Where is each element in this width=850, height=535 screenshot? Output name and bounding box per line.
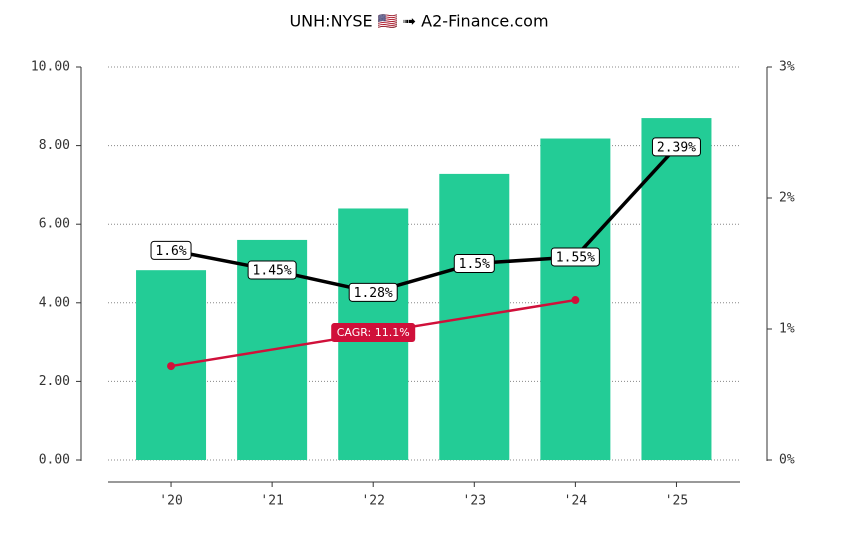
x-tick-label: '21 — [260, 494, 283, 509]
value-label-box — [348, 282, 398, 302]
y-tick-label: 4.00 — [39, 295, 70, 310]
cagr-label-box — [331, 323, 416, 343]
bar — [641, 118, 712, 460]
value-label: 1.5% — [459, 257, 490, 272]
y-tick-label: 8.00 — [39, 138, 70, 153]
chart-title: UNH:NYSE 🇺🇸 ➟ A2-Finance.com — [289, 12, 548, 31]
value-label-box — [550, 247, 600, 267]
value-label-box — [247, 260, 297, 280]
y2-tick-label: 2% — [779, 191, 795, 206]
x-tick-label: '23 — [463, 494, 486, 509]
y2-tick-label: 1% — [779, 322, 795, 337]
value-label: 1.6% — [155, 244, 186, 259]
y-tick-label: 10.00 — [31, 60, 70, 75]
y-tick-label: 2.00 — [39, 374, 70, 389]
cagr-label: CAGR: 11.1% — [337, 326, 410, 339]
value-label-box — [150, 240, 192, 260]
y2-tick-label: 3% — [779, 60, 795, 75]
value-label: 2.39% — [657, 140, 696, 155]
y2-tick-label: 0% — [779, 453, 795, 468]
value-label-box — [651, 137, 701, 157]
value-label: 1.55% — [556, 250, 595, 265]
y-tick-label: 0.00 — [39, 453, 70, 468]
cagr-point — [571, 296, 580, 305]
x-tick-label: '22 — [361, 494, 384, 509]
cagr-point — [167, 362, 176, 371]
y-tick-label: 6.00 — [39, 217, 70, 232]
x-tick-label: '24 — [564, 494, 588, 509]
x-tick-label: '20 — [159, 494, 182, 509]
value-label: 1.28% — [354, 286, 393, 301]
value-label-box — [453, 254, 495, 273]
x-tick-label: '25 — [665, 494, 688, 509]
value-label: 1.45% — [253, 264, 292, 279]
